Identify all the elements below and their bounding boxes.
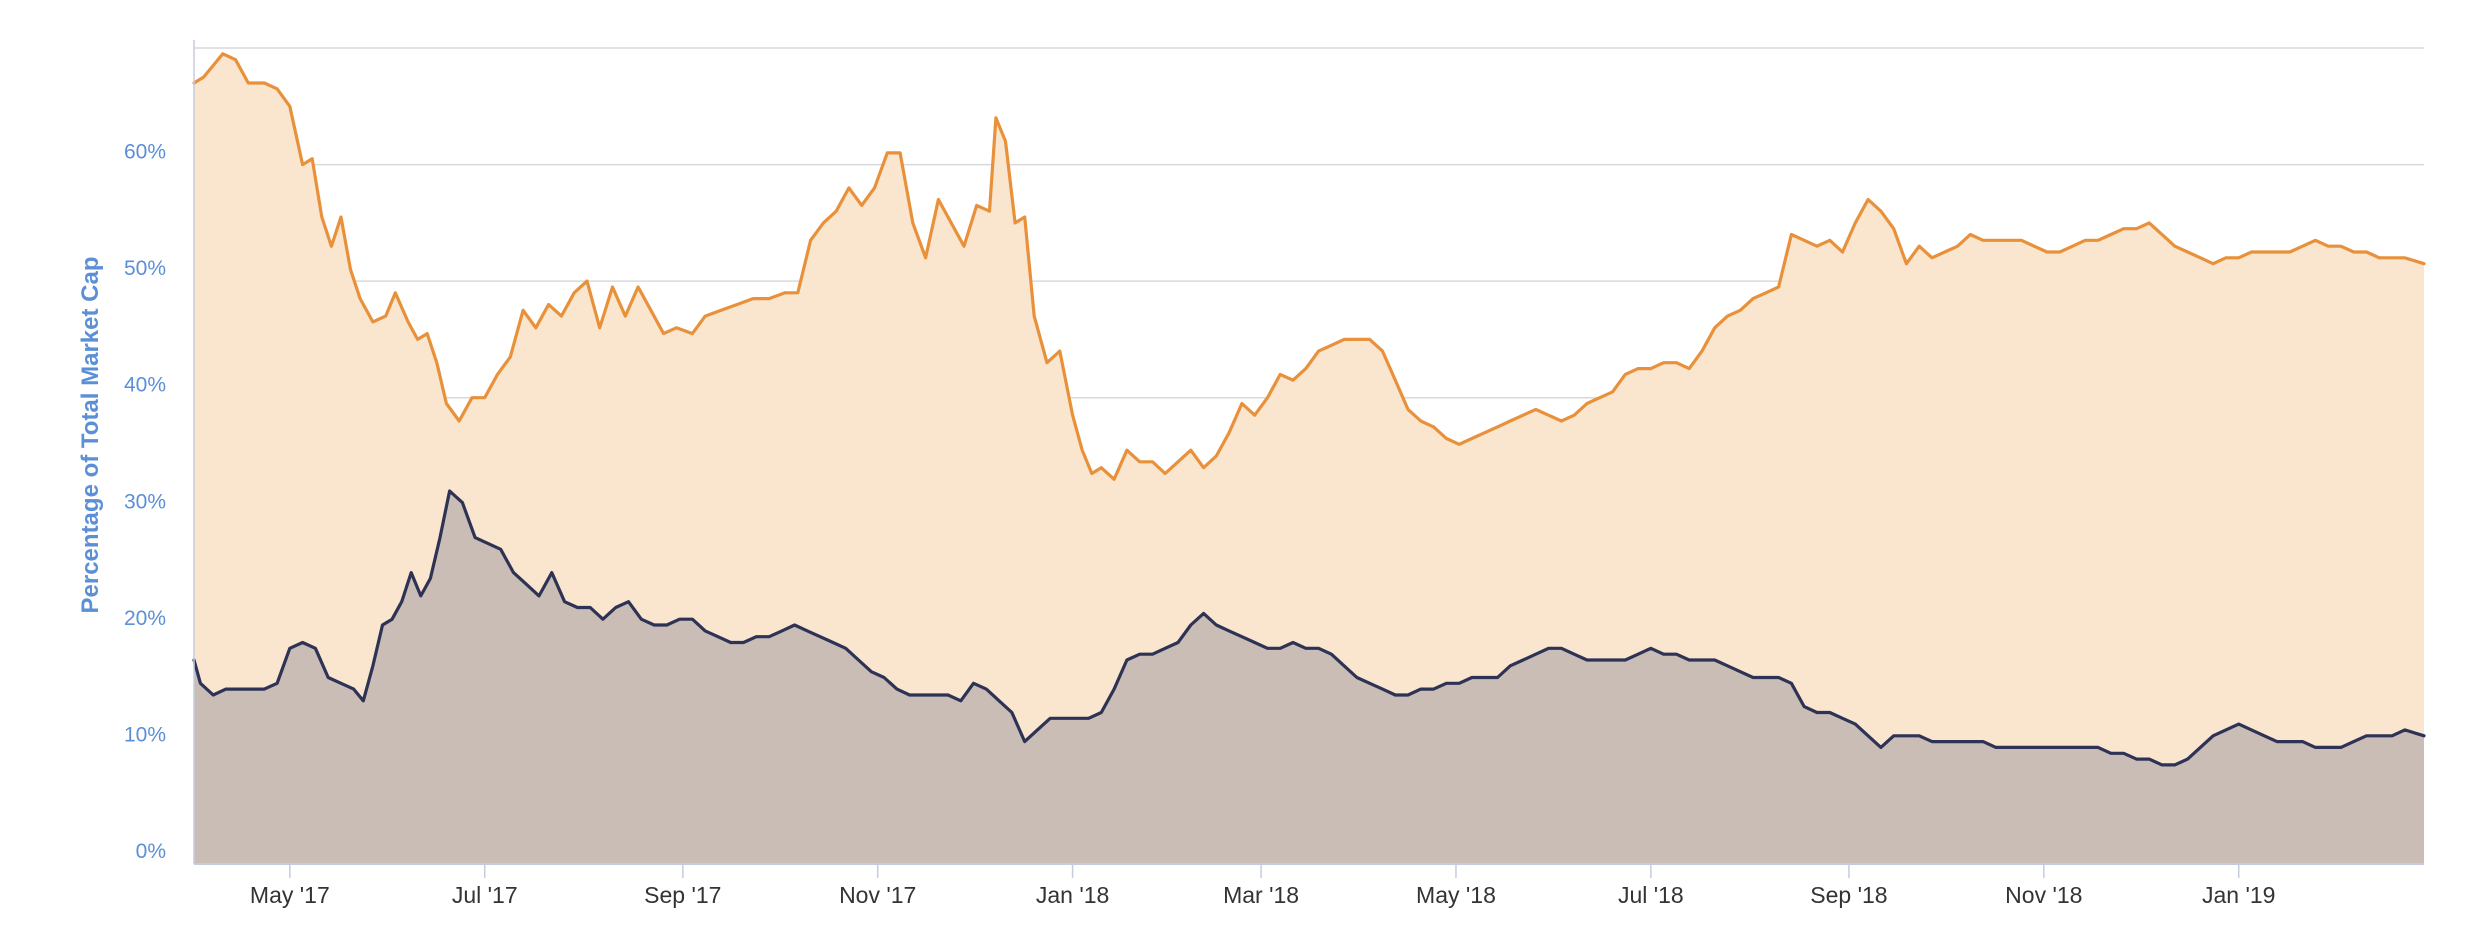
- x-tick-label: Mar '18: [1223, 882, 1299, 908]
- x-tick-label: Nov '18: [2005, 882, 2082, 908]
- y-tick-label: 60%: [124, 141, 166, 164]
- x-tick-label: Nov '17: [839, 882, 916, 908]
- x-tick-label: May '17: [250, 882, 330, 908]
- y-tick-labels: 0% 10% 20% 30% 40% 50% 60%: [124, 141, 166, 863]
- x-tick-labels: May '17 Jul '17 Sep '17 Nov '17 Jan '18 Mar '…: [250, 882, 2275, 908]
- x-tick-label: Jul '18: [1618, 882, 1684, 908]
- y-tick-label: 30%: [124, 490, 166, 513]
- y-tick-label: 40%: [124, 374, 166, 397]
- area-fills: [194, 53, 2424, 865]
- series-2-area: [194, 491, 2424, 864]
- series-2-line: [192, 489, 2426, 767]
- y-tick-label: 50%: [124, 257, 166, 280]
- x-tick-label: Sep '18: [1810, 882, 1887, 908]
- x-tick-label: Jan '18: [1036, 882, 1109, 908]
- x-tick-label: Jul '17: [452, 882, 518, 908]
- series-1-line: [192, 52, 2426, 481]
- axes: [193, 40, 2424, 878]
- x-tick-label: May '18: [1416, 882, 1496, 908]
- y-tick-label: 0%: [136, 840, 166, 863]
- y-tick-label: 20%: [124, 607, 166, 630]
- series-lines: [192, 52, 2426, 767]
- x-tick-label: Sep '17: [644, 882, 721, 908]
- y-axis-title: Percentage of Total Market Cap: [77, 257, 104, 614]
- y-tick-label: 10%: [124, 723, 166, 746]
- x-tick-label: Jan '19: [2202, 882, 2275, 908]
